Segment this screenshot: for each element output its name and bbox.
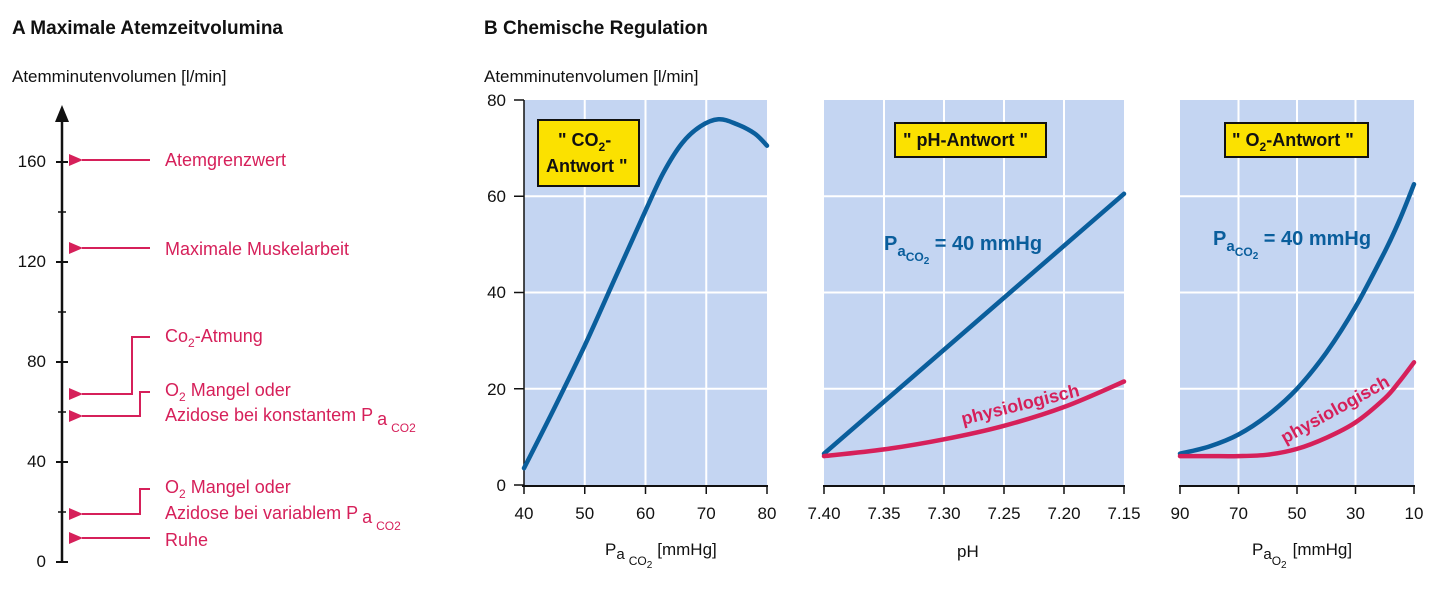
tag-ph-antwort: " pH-Antwort " [894,122,1047,158]
x-tick-label: 10 [1405,504,1424,523]
x-tick-label: 70 [1229,504,1248,523]
panel-a-title: A Maximale Atemzeitvolumina [12,18,283,39]
y-tick-label: 40 [487,283,506,302]
x-tick-label: 7.35 [867,504,900,523]
x-tick-label: 70 [697,504,716,523]
x-tick-label: 7.40 [807,504,840,523]
tag-co2-line1: " CO2- [558,130,611,154]
tag-o2-text: " O2-Antwort " [1232,130,1354,154]
panel-b-y-tick-labels: 0 20 40 60 80 [487,91,506,495]
tag-co2-box [537,119,640,187]
label-co2-atmung: Co2-Atmung [165,326,263,350]
panel-a-tick-labels: 0 40 80 120 160 [18,152,46,571]
x-tick-label: 50 [1288,504,1307,523]
x-tick-label: 7.20 [1047,504,1080,523]
x-tick-label: 40 [515,504,534,523]
x-label-pao2: PaO2[mmHg] [1252,540,1352,571]
x-ticks [523,486,1415,494]
arrow-o2-variabel [69,488,150,520]
x-tick-label: 30 [1346,504,1365,523]
panel-b-y-ticks [514,99,524,486]
curve-blue [821,191,1127,456]
y-tick-label: 80 [487,91,506,110]
tag-o2-antwort: " O2-Antwort " [1224,122,1369,158]
panel-a-tick-label: 80 [27,352,46,371]
label-atemgrenzwert: Atemgrenzwert [165,150,286,170]
arrow-o2-konstant [69,391,150,422]
panel-b-y-label: Atemminutenvolumen [l/min] [484,67,698,86]
y-tick-label: 60 [487,187,506,206]
label-paco2-ph: PaCO2 = 40 mmHg [884,233,1042,267]
panel-a-ticks [56,161,68,563]
x-label-ph: pH [957,542,979,561]
tag-co2-line2: Antwort " [546,156,628,176]
label-o2-mangel-2: O2 Mangel oder [165,477,291,501]
x-tick-label: 7.25 [987,504,1020,523]
arrow-co2-atmung [69,336,150,400]
tag-ph-box [894,122,1047,158]
panel-a-axis-arrow-icon [55,105,69,122]
panel-b-title: B Chemische Regulation [484,18,708,39]
curves [521,117,1417,471]
x-tick-label: 90 [1171,504,1190,523]
y-tick-label: 0 [497,476,506,495]
curve-blue [1177,181,1417,456]
x-tick-labels: 40 50 60 70 80 7.40 7.35 7.30 7.25 7.20 7.15 90 70 50… [515,504,1424,523]
panel-a-tick-label: 120 [18,252,46,271]
x-tick-label: 50 [575,504,594,523]
curve-physiologisch [1177,360,1417,459]
tag-co2-antwort: " CO2- Antwort " [537,119,640,187]
x-label-paco2: Pa CO2[mmHg] [605,540,717,571]
panel-a-y-label: Atemminutenvolumen [l/min] [12,67,226,86]
y-tick-label: 20 [487,380,506,399]
tag-o2-box [1224,122,1369,158]
x-tick-label: 7.30 [927,504,960,523]
label-muskelarbeit: Maximale Muskelarbeit [165,239,349,259]
label-o2-mangel-1: O2 Mangel oder [165,380,291,404]
curve-blue [521,117,770,471]
panel-a-tick-label: 0 [37,552,46,571]
tag-ph-text: " pH-Antwort " [903,130,1028,150]
x-tick-label: 60 [636,504,655,523]
x-tick-label: 7.15 [1107,504,1140,523]
panel-a-tick-label: 160 [18,152,46,171]
panel-a-tick-label: 40 [27,452,46,471]
curve-physiologisch [821,379,1127,459]
x-tick-label: 80 [758,504,777,523]
label-ruhe: Ruhe [165,530,208,550]
label-paco2-o2: PaCO2 = 40 mmHg [1213,228,1371,262]
